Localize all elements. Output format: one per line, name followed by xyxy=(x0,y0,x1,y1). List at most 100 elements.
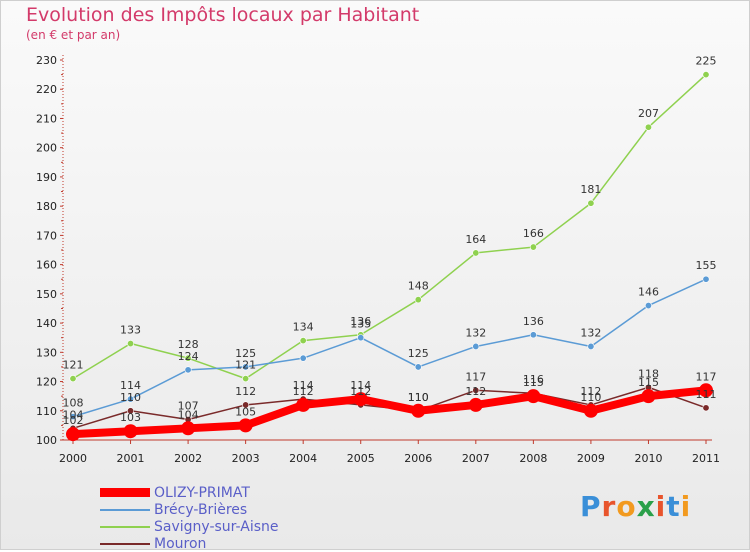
proxiti-logo: Proxiti xyxy=(580,490,691,523)
data-label-savigny-sur-aisne: 121 xyxy=(235,359,256,372)
data-point-brecy-brieres xyxy=(587,342,595,350)
logo-letter: i xyxy=(655,490,667,523)
data-point-brecy-brieres xyxy=(529,331,537,339)
data-point-olizy-primat xyxy=(66,427,80,442)
legend-label: OLIZY-PRIMAT xyxy=(154,484,250,501)
data-label-olizy-primat: 114 xyxy=(350,379,371,392)
x-tick-label: 2008 xyxy=(519,452,547,465)
data-point-savigny-sur-aisne xyxy=(242,375,250,383)
logo-letter: r xyxy=(601,490,617,523)
data-label-mouron: 116 xyxy=(523,373,544,386)
y-tick-label: 210 xyxy=(36,112,57,125)
data-label-mouron: 112 xyxy=(350,385,371,398)
series-line-savigny-sur-aisne xyxy=(72,73,707,380)
data-label-brecy-brieres: 125 xyxy=(235,347,256,360)
x-tick-label: 2004 xyxy=(289,452,317,465)
data-point-savigny-sur-aisne xyxy=(414,296,422,304)
data-label-mouron: 112 xyxy=(580,385,601,398)
x-tick-label: 2007 xyxy=(462,452,490,465)
y-tick-label: 200 xyxy=(36,142,57,155)
data-label-mouron: 112 xyxy=(235,385,256,398)
data-label-olizy-primat: 102 xyxy=(63,414,84,427)
data-point-brecy-brieres xyxy=(242,363,250,371)
data-label-olizy-primat: 115 xyxy=(638,376,659,389)
data-label-savigny-sur-aisne: 133 xyxy=(120,324,141,337)
data-point-mouron xyxy=(472,386,480,394)
data-point-brecy-brieres xyxy=(127,395,135,403)
data-point-brecy-brieres xyxy=(702,275,710,283)
data-point-brecy-brieres xyxy=(69,413,77,421)
data-point-olizy-primat xyxy=(526,389,541,404)
data-label-olizy-primat: 115 xyxy=(523,376,544,389)
y-tick-label: 120 xyxy=(36,376,57,389)
data-point-savigny-sur-aisne xyxy=(529,243,537,251)
y-tick-label: 180 xyxy=(36,200,57,213)
data-label-mouron: 104 xyxy=(63,408,84,421)
data-label-savigny-sur-aisne: 148 xyxy=(408,280,429,293)
data-point-brecy-brieres xyxy=(414,363,422,371)
data-label-brecy-brieres: 155 xyxy=(696,259,717,272)
legend-swatch xyxy=(100,488,150,497)
chart-title: Evolution des Impôts locaux par Habitant xyxy=(26,4,420,26)
data-point-savigny-sur-aisne xyxy=(644,123,652,131)
data-point-savigny-sur-aisne xyxy=(299,337,307,345)
data-point-brecy-brieres xyxy=(472,342,480,350)
data-point-olizy-primat xyxy=(123,424,138,439)
legend-item-olizy-primat: OLIZY-PRIMAT xyxy=(100,484,279,501)
y-tick-label: 100 xyxy=(36,434,57,447)
data-point-olizy-primat xyxy=(238,418,253,433)
x-tick-label: 2001 xyxy=(117,452,145,465)
legend-label: Brécy-Brières xyxy=(154,501,248,518)
data-label-savigny-sur-aisne: 136 xyxy=(350,315,371,328)
data-label-olizy-primat: 103 xyxy=(120,411,141,424)
data-label-olizy-primat: 110 xyxy=(580,391,601,404)
data-point-mouron xyxy=(242,401,250,409)
data-label-mouron: 111 xyxy=(696,388,717,401)
axes: 100 110 120 130 140 150 160 170 180 190 200 210 220 2… xyxy=(36,54,720,465)
data-label-savigny-sur-aisne: 181 xyxy=(580,183,601,196)
data-label-brecy-brieres: 146 xyxy=(638,286,659,299)
data-label-savigny-sur-aisne: 166 xyxy=(523,227,544,240)
y-tick-label: 160 xyxy=(36,259,57,272)
data-point-savigny-sur-aisne xyxy=(69,375,77,383)
y-tick-label: 190 xyxy=(36,171,57,184)
logo-letter: i xyxy=(680,490,692,523)
data-label-brecy-brieres: 114 xyxy=(120,379,141,392)
x-tick-label: 2011 xyxy=(692,452,720,465)
y-tick-label: 140 xyxy=(36,317,57,330)
data-point-olizy-primat xyxy=(411,403,426,418)
legend-item-brecy-brieres: Brécy-Brières xyxy=(100,501,279,518)
data-point-olizy-primat xyxy=(468,397,483,412)
data-point-mouron xyxy=(702,404,710,412)
legend-item-mouron: Mouron xyxy=(100,535,279,552)
data-point-mouron xyxy=(127,407,135,415)
y-tick-label: 150 xyxy=(36,288,57,301)
data-label-savigny-sur-aisne: 207 xyxy=(638,107,659,120)
logo-letter: P xyxy=(580,490,602,523)
data-label-savigny-sur-aisne: 134 xyxy=(293,321,314,334)
data-label-savigny-sur-aisne: 225 xyxy=(696,55,717,68)
data-point-olizy-primat xyxy=(181,421,196,436)
data-point-savigny-sur-aisne xyxy=(184,354,192,362)
legend-label: Mouron xyxy=(154,535,207,552)
y-tick-label: 220 xyxy=(36,83,57,96)
x-tick-label: 2003 xyxy=(232,452,260,465)
data-label-brecy-brieres: 132 xyxy=(580,326,601,339)
x-tick-label: 2009 xyxy=(577,452,605,465)
logo-letter: x xyxy=(636,490,656,523)
data-point-olizy-primat xyxy=(641,389,656,404)
y-tick-label: 110 xyxy=(36,405,57,418)
data-label-olizy-primat: 112 xyxy=(293,385,314,398)
x-tick-label: 2010 xyxy=(634,452,662,465)
logo-letter: t xyxy=(666,490,681,523)
data-label-olizy-primat: 112 xyxy=(465,385,486,398)
data-label-brecy-brieres: 135 xyxy=(350,318,371,331)
data-label-olizy-primat: 110 xyxy=(408,391,429,404)
data-point-olizy-primat xyxy=(353,392,368,407)
data-label-mouron: 107 xyxy=(178,400,199,413)
y-tick-label: 130 xyxy=(36,346,57,359)
legend-swatch xyxy=(100,525,150,528)
data-point-savigny-sur-aisne xyxy=(702,71,710,79)
